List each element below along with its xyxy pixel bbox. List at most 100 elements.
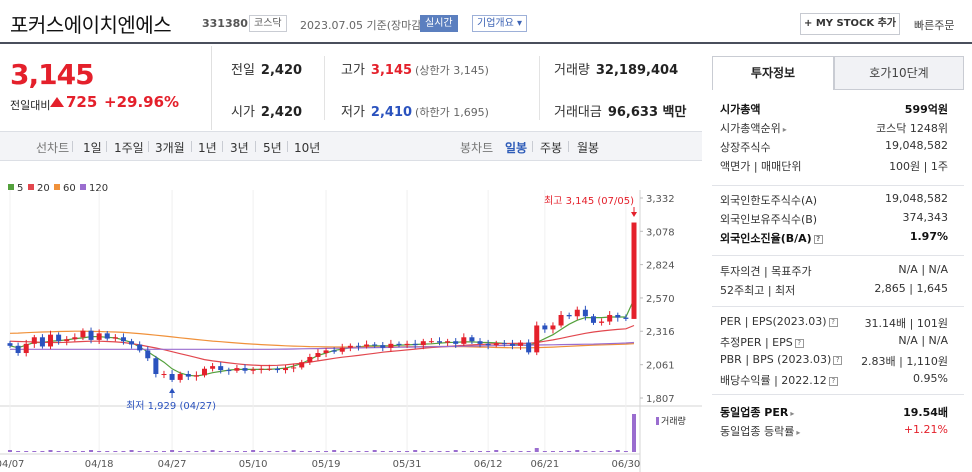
volume-bar [145, 451, 150, 452]
x-tick-label: 05/19 [312, 459, 341, 470]
panel-tabs: 투자정보 호가10단계 [712, 56, 964, 90]
chevron-right-icon[interactable]: ▸ [782, 125, 787, 134]
info-row-value: 1.97% [909, 230, 948, 243]
info-row-label: 52주최고 | 최저 [720, 284, 796, 297]
candle-body [283, 368, 289, 371]
candle-body [396, 343, 402, 346]
candle-body [388, 343, 394, 348]
info-row-label: 액면가 | 매매단위 [720, 160, 802, 173]
stock-header: 포커스에이치엔에스 331380 코스닥 2023.07.05 기준(장마감) … [0, 0, 972, 44]
period-weekly[interactable]: 주봉 [540, 141, 563, 155]
chevron-down-icon: ▾ [517, 18, 523, 29]
info-row-label: PBR | BPS (2023.03)? [720, 353, 843, 366]
divider [712, 255, 964, 256]
help-icon[interactable]: ? [828, 318, 838, 327]
info-row-value: 19.54배 [903, 406, 948, 419]
period-1y[interactable]: 1년 [198, 141, 217, 155]
divider [287, 141, 288, 152]
volume-bar [186, 451, 191, 452]
candle-body [129, 341, 135, 345]
volume-bar [170, 450, 175, 452]
candle-body [380, 345, 386, 348]
volume-bar [607, 451, 612, 452]
volume-bar [429, 451, 434, 452]
realtime-button[interactable]: 실시간 [420, 15, 458, 32]
period-3y[interactable]: 3년 [230, 141, 249, 155]
divider [222, 141, 223, 152]
max-annotation: 최고 3,145 (07/05) [544, 195, 634, 207]
info-row-label: 외국인소진율(B/A)? [720, 230, 823, 246]
volume-bar [478, 451, 483, 452]
y-tick-label: 2,824 [646, 261, 675, 272]
period-1w[interactable]: 1주일 [114, 141, 144, 155]
volume-bar [243, 451, 248, 452]
help-icon[interactable]: ? [833, 356, 843, 365]
chevron-right-icon[interactable]: ▸ [796, 428, 801, 437]
y-tick-label: 2,570 [646, 294, 675, 305]
price-change: 725 [66, 93, 98, 111]
candle-body [485, 343, 491, 346]
volume-bar [461, 451, 466, 452]
candle-body [558, 314, 564, 326]
company-info-dropdown[interactable]: 기업개요 ▾ [472, 15, 528, 32]
period-10y[interactable]: 10년 [294, 141, 321, 155]
quick-order-link[interactable]: 빠른주문 [914, 19, 955, 32]
candle-body [218, 366, 224, 371]
quote-date: 2023.07.05 기준(장마감) [300, 19, 426, 32]
chevron-right-icon[interactable]: ▸ [790, 409, 795, 418]
candle-body [96, 333, 102, 340]
price-chart[interactable]: 3,332 3,078 2,824 2,570 2,316 2,061 1,807 04/07… [0, 190, 702, 472]
candle-body [64, 339, 70, 342]
candle-body [615, 314, 621, 318]
candle-body [23, 343, 29, 354]
candle-body [437, 341, 443, 343]
info-row-value: N/A | N/A [898, 334, 948, 347]
y-tick-label: 1,807 [646, 394, 675, 405]
help-icon[interactable]: ? [794, 339, 804, 348]
candle-body [582, 309, 588, 317]
tab-order-book[interactable]: 호가10단계 [834, 56, 964, 90]
divider [712, 185, 964, 186]
volume-bar [542, 451, 547, 452]
info-row-label: 동일업종 등락률 ▸ [720, 425, 801, 438]
volume-bar [89, 450, 94, 452]
volume-bar [56, 451, 61, 452]
volume-bar [380, 451, 385, 452]
info-row-value: 599억원 [904, 103, 948, 116]
legend-ma20: 20 [28, 183, 50, 194]
period-daily[interactable]: 일봉 [505, 141, 528, 155]
line-chart-tab[interactable]: 선차트 [36, 141, 70, 155]
candle-body [631, 222, 637, 319]
candle-body [258, 368, 264, 370]
help-icon[interactable]: ? [813, 235, 823, 244]
volume-bar [178, 451, 183, 452]
help-icon[interactable]: ? [828, 377, 838, 386]
period-monthly[interactable]: 월봉 [577, 141, 600, 155]
add-my-stock-button[interactable]: + MY STOCK 추가 [800, 13, 900, 35]
candle-chart-tab[interactable]: 봉차트 [460, 141, 494, 155]
info-row-value: +1.21% [903, 423, 948, 436]
period-1d[interactable]: 1일 [83, 141, 102, 155]
x-tick-label: 05/10 [239, 459, 268, 470]
period-5y[interactable]: 5년 [263, 141, 282, 155]
volume-bar [469, 451, 474, 452]
candle-body [177, 374, 183, 380]
volume-bar [48, 450, 53, 452]
candle-body [469, 337, 475, 342]
legend-ma5: 5 [8, 183, 23, 194]
candle-body [339, 347, 345, 352]
info-row-label: 동일업종 PER ▸ [720, 406, 795, 419]
divider [324, 56, 325, 120]
volume-bar [340, 451, 345, 452]
candle-body [31, 337, 37, 344]
volume-bar [445, 451, 450, 452]
ma5-line [9, 298, 635, 377]
period-3m[interactable]: 3개월 [155, 141, 185, 155]
volume-bar [421, 451, 426, 452]
candle-body [477, 341, 483, 344]
tab-investment-info[interactable]: 투자정보 [712, 56, 834, 90]
volume-bar [283, 451, 288, 452]
info-row-label: 외국인한도주식수(A) [720, 194, 818, 207]
volume-bar [291, 450, 296, 452]
stock-code: 331380 [202, 17, 248, 30]
